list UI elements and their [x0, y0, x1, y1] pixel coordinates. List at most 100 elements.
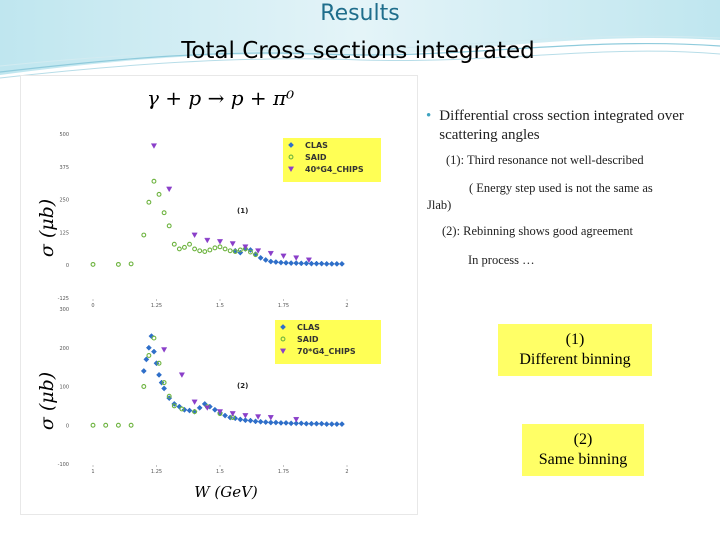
x-tick-label: 2: [345, 469, 348, 475]
x-tick-label: 1.25: [151, 303, 162, 309]
legend-label: CLAS: [305, 141, 328, 150]
clas-point: [257, 254, 264, 261]
clas-point: [267, 258, 274, 265]
70-g4-chips-point: [191, 399, 198, 406]
clas-point: [151, 348, 157, 355]
clas-point: [267, 419, 274, 426]
clas-point: [211, 406, 218, 413]
y-tick-label: -125: [58, 296, 69, 302]
40-g4-chips-point: [229, 241, 236, 247]
said-point: [253, 252, 259, 258]
bullet-text: Differential cross section integrated ov…: [439, 108, 684, 143]
slide-subtitle: Total Cross sections integrated: [181, 38, 535, 64]
40-g4-chips-point: [216, 239, 224, 245]
40-g4-chips-point: [305, 257, 312, 263]
clas-point: [333, 260, 340, 267]
clas-point: [333, 421, 340, 428]
y-tick-label: 0: [66, 423, 69, 429]
said-point: [151, 178, 157, 184]
clas-point: [156, 371, 162, 378]
said-point: [156, 191, 162, 197]
legend-marker: [280, 324, 286, 330]
70-g4-chips-point: [229, 411, 236, 417]
said-point: [192, 246, 198, 252]
callout-2-text: Same binning: [538, 451, 628, 468]
y-tick-label: 250: [59, 198, 69, 204]
clas-point: [145, 344, 152, 351]
said-point: [166, 223, 172, 229]
said-point: [212, 245, 218, 251]
legend-label: 70*G4_CHIPS: [297, 347, 356, 356]
note-in-process: In process …: [468, 253, 535, 267]
legend-marker: [279, 348, 287, 355]
figure-panel: γ + p → p + π⁰ σ (μb) σ (μb) W (GeV) -125 0 12…: [20, 75, 418, 515]
clas-point: [318, 420, 325, 427]
callout-1-text: Different binning: [519, 351, 631, 368]
clas-point: [298, 420, 305, 427]
legend-box: [283, 138, 381, 182]
callout-1-label: (1): [565, 331, 585, 348]
40-g4-chips-point: [204, 237, 211, 244]
clas-point: [262, 419, 269, 426]
legend-marker: [280, 336, 286, 342]
said-point: [232, 249, 238, 255]
70-g4-chips-point: [255, 414, 262, 420]
said-point: [237, 247, 243, 253]
clas-point: [278, 259, 284, 266]
clas-point: [328, 421, 335, 428]
bullet-point: • Differential cross section integrated o…: [426, 107, 716, 145]
y-tick-label: 125: [59, 230, 69, 236]
clas-point: [293, 420, 300, 427]
said-point: [197, 248, 203, 254]
y-tick-label: 500: [59, 132, 69, 138]
clas-point: [257, 418, 264, 425]
said-point: [227, 248, 233, 254]
40-g4-chips-point: [280, 253, 287, 260]
40-g4-chips-point: [150, 143, 158, 149]
clas-point: [140, 368, 147, 374]
said-point: [202, 249, 208, 255]
40-g4-chips-point: [242, 244, 249, 250]
clas-point: [278, 419, 284, 426]
said-point: [171, 241, 177, 247]
clas-point: [308, 260, 315, 267]
40-g4-chips-point: [293, 255, 300, 261]
40-g4-chips-point: [166, 186, 173, 193]
x-tick-label: 1: [91, 469, 94, 475]
y-tick-label: 0: [66, 263, 69, 269]
clas-point: [272, 259, 279, 266]
clas-point: [338, 421, 345, 428]
said-point: [141, 384, 147, 389]
clas-point: [181, 406, 188, 413]
legend-label: SAID: [297, 335, 319, 344]
bullet-dot-icon: •: [426, 108, 432, 124]
clas-point: [323, 260, 330, 267]
clas-point: [323, 421, 330, 428]
panel-label: (2): [237, 382, 248, 390]
clas-point: [272, 419, 279, 426]
said-point: [128, 422, 134, 428]
said-point: [192, 409, 198, 415]
y-tick-label: 100: [59, 385, 69, 391]
note-third-resonance: (1): Third resonance not well-described: [446, 153, 644, 167]
legend-label: SAID: [305, 153, 327, 162]
legend-label: 40*G4_CHIPS: [305, 165, 364, 174]
70-g4-chips-point: [178, 372, 185, 378]
40-g4-chips-point: [255, 248, 262, 254]
said-point: [161, 380, 167, 386]
x-tick-label: 1.5: [216, 303, 224, 309]
clas-point: [298, 260, 305, 267]
clas-point: [232, 415, 239, 422]
clas-point: [222, 412, 229, 419]
70-g4-chips-point: [161, 347, 168, 353]
clas-point: [318, 260, 325, 267]
said-point: [151, 335, 157, 341]
clas-point: [303, 260, 310, 267]
header-decoration: [0, 0, 720, 79]
clas-point: [201, 400, 208, 407]
said-point: [115, 422, 121, 428]
70-g4-chips-point: [267, 415, 274, 421]
x-tick-label: 2: [345, 303, 348, 309]
y-axis-label: σ (μb): [36, 372, 58, 430]
clas-point: [338, 260, 345, 267]
